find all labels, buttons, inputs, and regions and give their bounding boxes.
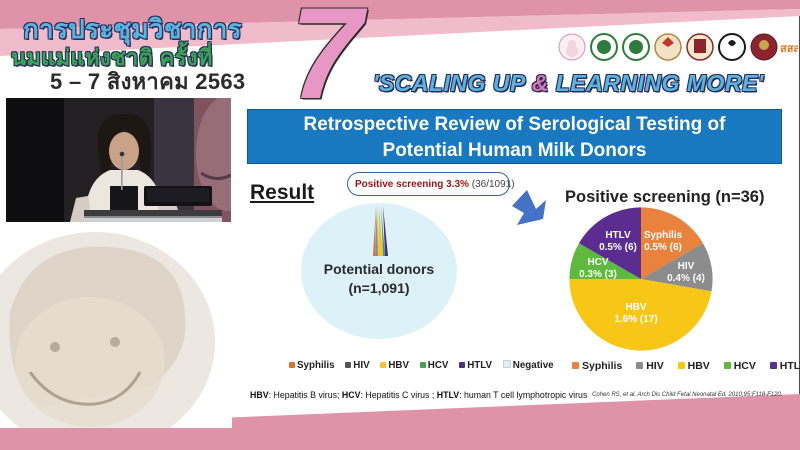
svg-text:สสส: สสส — [780, 43, 798, 55]
